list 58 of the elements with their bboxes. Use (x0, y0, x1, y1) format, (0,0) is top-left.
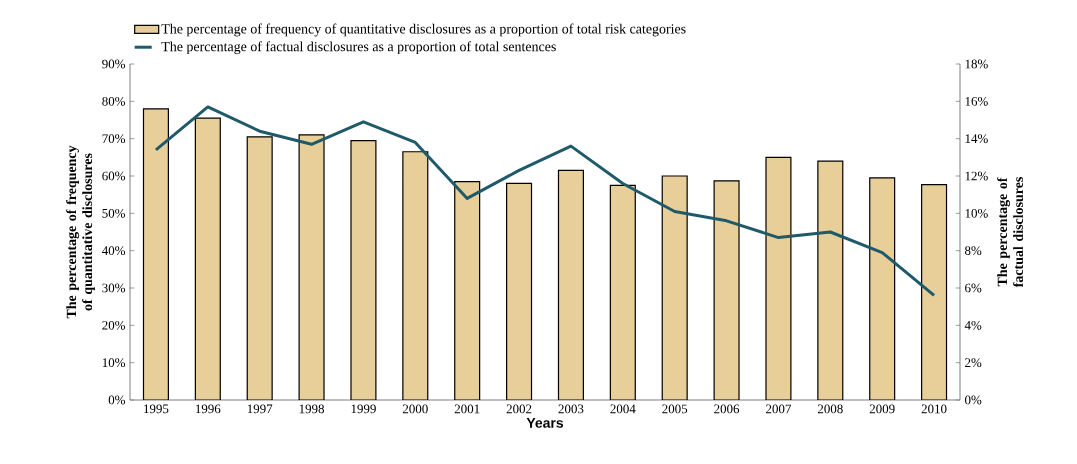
y-tick-label: 10% (102, 358, 126, 368)
x-tick-label: 2004 (610, 404, 636, 414)
x-tick-label: 1999 (351, 404, 376, 414)
bar (350, 139, 377, 400)
x-tick-label: 1997 (247, 404, 273, 414)
x-tick-label: 2009 (869, 404, 895, 414)
bar (194, 117, 221, 400)
y-tick-label: 60% (102, 171, 126, 181)
x-tick-label: 1995 (144, 404, 169, 414)
y-tick-label: 20% (102, 320, 126, 330)
y2-tick-label: 0% (965, 395, 982, 405)
bar (557, 169, 584, 400)
bar (142, 108, 169, 400)
y-tick-label: 40% (101, 246, 126, 256)
x-tick-label: 2003 (558, 404, 584, 414)
y-tick-label: 80% (102, 96, 126, 106)
y-tick-label: 30% (102, 283, 126, 293)
x-tick-label: 1998 (299, 404, 325, 414)
y2-tick-label: 6% (965, 283, 982, 293)
y-tick-label: 0% (108, 395, 126, 405)
bar (246, 136, 273, 400)
y2-tick-label: 16% (965, 96, 988, 106)
x-tick-label: 2005 (662, 404, 688, 414)
x-tick-label: 2008 (817, 404, 843, 414)
bar (817, 160, 844, 400)
bar (921, 183, 948, 400)
x-tick-label: 2006 (714, 404, 740, 414)
y-tick-label: 70% (102, 134, 126, 144)
y2-tick-label: 14% (965, 134, 988, 144)
line-series (154, 105, 936, 297)
bar (661, 175, 688, 400)
y2-tick-label: 18% (965, 59, 988, 69)
bar (298, 134, 325, 400)
y2-tick-label: 4% (964, 320, 982, 330)
x-tick-label: 2000 (402, 404, 428, 414)
x-tick-label: 2002 (506, 404, 532, 414)
bar (765, 156, 792, 400)
x-axis-title: Years (526, 418, 564, 428)
bar (609, 184, 636, 400)
legend-label: The percentage of frequency of quantitative disclosures as a proportion of total risk categories (161, 23, 686, 37)
y-axis-title: The percentage of frequency of quantitative disclosures (66, 145, 95, 319)
bar (713, 180, 740, 400)
y2-tick-label: 2% (965, 358, 982, 368)
x-tick-label: 2007 (766, 404, 792, 414)
y2-tick-label: 8% (965, 246, 982, 256)
y2-tick-label: 10% (965, 208, 988, 218)
y-tick-label: 50% (102, 208, 126, 218)
x-tick-label: 2010 (921, 404, 947, 414)
bar (869, 177, 896, 400)
x-tick-label: 1996 (196, 404, 221, 414)
bar (506, 182, 533, 400)
y2-tick-label: 12% (965, 171, 988, 181)
y-tick-label: 90% (102, 59, 126, 69)
x-tick-label: 2001 (454, 404, 480, 414)
bar (454, 181, 481, 400)
legend-label: The percentage of factual disclosures as a proportion of total sentences (161, 41, 556, 55)
y2-axis-title: The percentage of factual disclosures (997, 177, 1024, 288)
bar (402, 151, 429, 400)
